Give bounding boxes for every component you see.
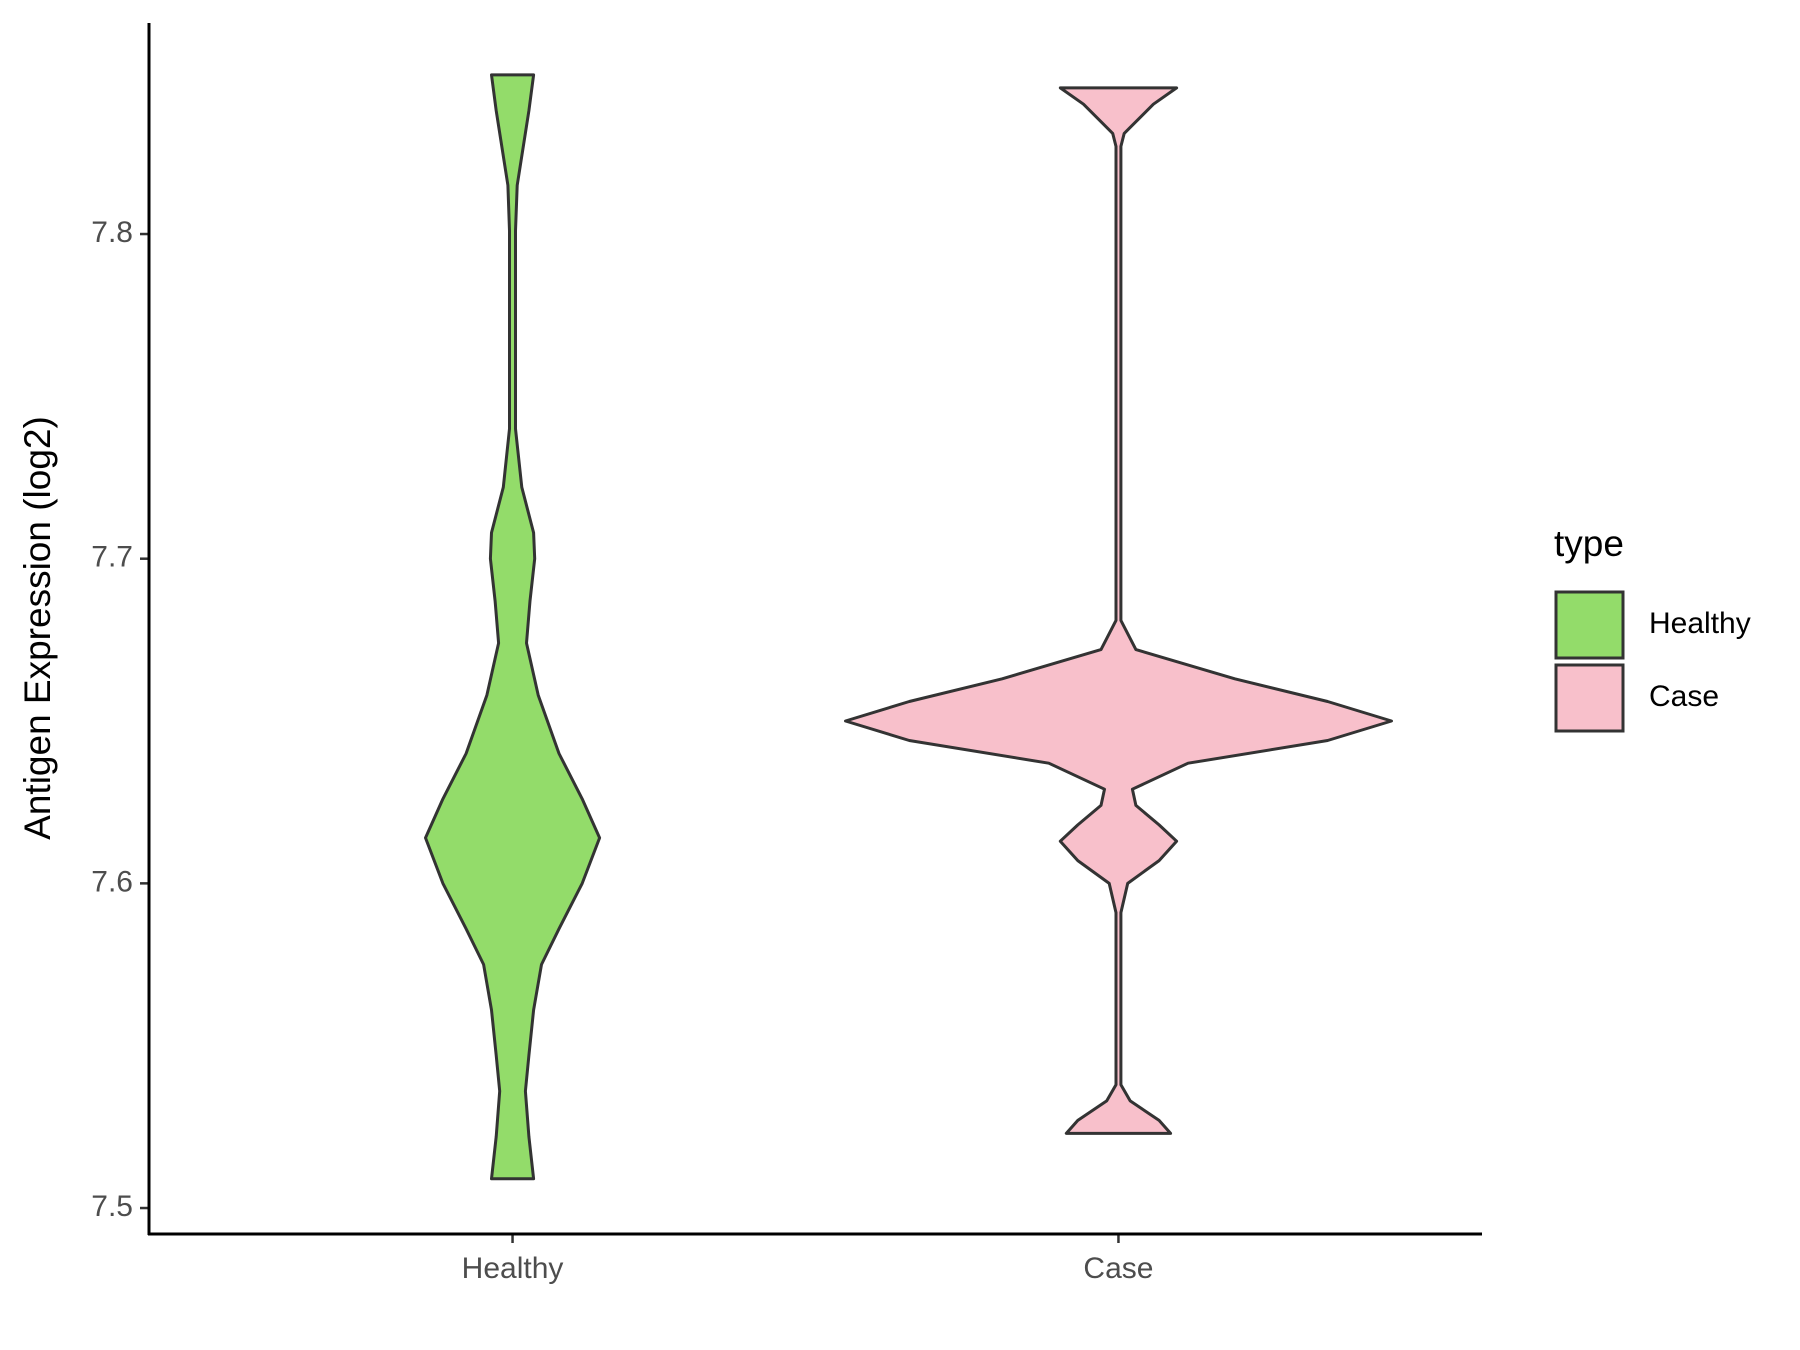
legend-title: type <box>1554 523 1624 564</box>
x-tick-label: Case <box>1083 1252 1153 1285</box>
y-tick-label: 7.5 <box>91 1190 133 1223</box>
legend-key <box>1554 590 1625 660</box>
y-tick-label: 7.8 <box>91 216 133 249</box>
y-axis-title: Antigen Expression (log2) <box>17 416 58 840</box>
legend-label: Case <box>1649 680 1719 713</box>
violin <box>424 73 602 1181</box>
legend-key <box>1554 663 1625 733</box>
y-tick-label: 7.7 <box>91 541 133 574</box>
legend-label: Healthy <box>1649 607 1751 640</box>
x-tick-label: Healthy <box>462 1252 564 1285</box>
y-tick-label: 7.6 <box>91 865 133 898</box>
violin <box>844 86 1393 1135</box>
